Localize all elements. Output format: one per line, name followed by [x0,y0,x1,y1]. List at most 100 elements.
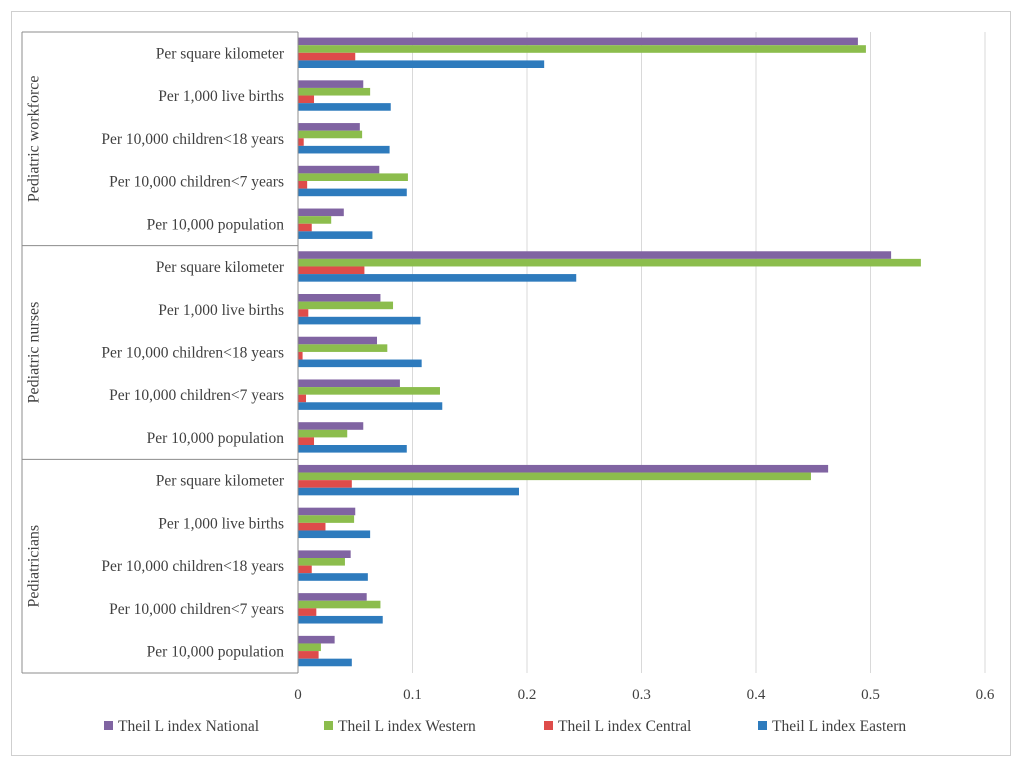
category-label: Per 10,000 population [147,216,285,233]
x-tick-label: 0.4 [747,687,766,703]
bar-theil-l-index-eastern [298,359,422,368]
legend-swatch [758,721,767,730]
legend-label: Theil L index Eastern [772,718,906,735]
category-label: Per 10,000 children<18 years [101,131,284,148]
bar-theil-l-index-national [298,593,367,601]
group-label: Pediatric nurses [26,302,43,404]
bar-theil-l-index-eastern [298,231,373,239]
bar-theil-l-index-national [298,635,335,644]
bar-theil-l-index-national [298,379,400,388]
bar-theil-l-index-western [298,558,345,566]
bar-theil-l-index-national [298,123,360,131]
bar-theil-l-index-western [298,472,811,481]
bar-theil-l-index-western [298,344,388,352]
bar-theil-l-index-eastern [298,316,421,325]
x-tick-label: 0.2 [518,687,537,703]
x-tick-label: 0.3 [632,687,651,703]
bar-theil-l-index-western [298,130,363,139]
bars [298,37,921,667]
bar-theil-l-index-national [298,80,364,88]
bar-theil-l-index-central [298,394,307,403]
bar-theil-l-index-eastern [298,103,391,111]
bar-theil-l-index-national [298,208,344,217]
bar-theil-l-index-central [298,309,309,317]
bar-theil-l-index-central [298,52,356,61]
bar-theil-l-index-eastern [298,530,371,539]
bar-theil-l-index-central [298,565,312,574]
bar-theil-l-index-western [298,301,394,310]
category-label: Per 10,000 population [147,430,285,447]
group-label: Pediatric workforce [26,76,43,203]
bar-theil-l-index-national [298,294,381,302]
category-label: Per 10,000 children<18 years [101,345,284,362]
x-tick-label: 0 [294,687,302,703]
bar-theil-l-index-eastern [298,615,383,624]
bar-theil-l-index-national [298,251,892,259]
category-label: Per 10,000 children<7 years [109,601,284,618]
bar-theil-l-index-eastern [298,402,443,410]
bar-theil-l-index-central [298,95,315,104]
grid-lines [412,32,986,673]
legend-swatch [544,721,553,730]
bar-theil-l-index-eastern [298,658,352,667]
category-label: Per square kilometer [156,45,285,62]
legend-label: Theil L index Western [338,718,476,735]
bar-theil-l-index-central [298,437,315,445]
bar-theil-l-index-national [298,464,829,473]
x-tick-label: 0.1 [403,687,422,703]
bar-theil-l-index-central [298,181,308,189]
bar-theil-l-index-western [298,258,921,267]
bar-theil-l-index-central [298,651,319,659]
bar-theil-l-index-national [298,550,351,558]
category-label: Per 1,000 live births [158,302,284,319]
category-label: Per 10,000 children<18 years [101,558,284,575]
group-label: Pediatricians [26,525,43,608]
bar-theil-l-index-central [298,351,303,360]
category-label: Per 10,000 children<7 years [109,174,284,191]
bar-theil-l-index-national [298,37,858,46]
legend-label: Theil L index National [118,718,259,735]
category-label: Per square kilometer [156,259,285,276]
bar-theil-l-index-national [298,165,380,174]
bar-theil-l-index-national [298,507,356,516]
bar-theil-l-index-eastern [298,145,390,154]
bar-theil-l-index-central [298,138,304,146]
bar-theil-l-index-western [298,87,371,96]
x-tick-label: 0.5 [861,687,880,703]
category-label: Per square kilometer [156,473,285,490]
category-label: Per 10,000 children<7 years [109,387,284,404]
bar-theil-l-index-eastern [298,60,545,68]
bar-theil-l-index-western [298,173,408,181]
bar-theil-l-index-central [298,522,326,531]
x-tick-label: 0.6 [976,687,995,703]
bar-theil-l-index-western [298,387,440,395]
bar-theil-l-index-western [298,216,332,224]
bar-theil-l-index-western [298,515,355,523]
bar-theil-l-index-eastern [298,573,368,581]
chart-frame [11,11,1011,756]
legend-label: Theil L index Central [558,718,691,735]
bar-theil-l-index-western [298,600,381,609]
bar-theil-l-index-central [298,608,317,616]
category-label: Per 1,000 live births [158,515,284,532]
bar-theil-l-index-eastern [298,274,577,282]
bar-theil-l-index-eastern [298,188,407,197]
bar-theil-l-index-central [298,266,365,275]
bar-theil-l-index-western [298,643,321,652]
bar-theil-l-index-national [298,336,378,345]
bar-theil-l-index-national [298,422,364,430]
legend-swatch [104,721,113,730]
category-label: Per 1,000 live births [158,88,284,105]
labels: 0 0.1 0.2 0.3 0.4 0.5 0.6 Per square kilometer P… [26,45,995,703]
bar-theil-l-index-western [298,45,866,53]
bar-theil-l-index-eastern [298,445,407,453]
bar-theil-l-index-central [298,480,352,488]
legend: Theil L index National Theil L index West… [104,718,906,735]
category-label: Per 10,000 population [147,644,285,661]
legend-swatch [324,721,333,730]
bar-theil-l-index-central [298,223,312,232]
bar-theil-l-index-eastern [298,487,519,496]
bar-theil-l-index-western [298,429,348,438]
axes [21,31,299,674]
